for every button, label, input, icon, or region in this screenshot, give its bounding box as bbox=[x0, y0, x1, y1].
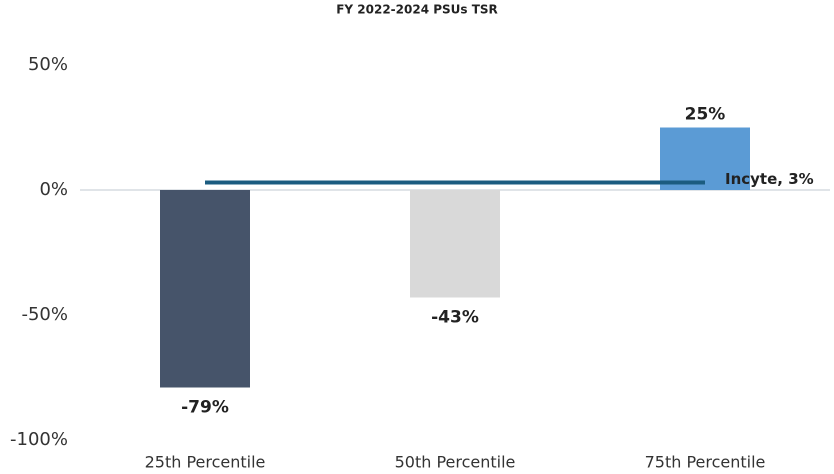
bar bbox=[410, 190, 500, 298]
data-label: -43% bbox=[431, 308, 479, 328]
y-tick-label: -100% bbox=[10, 429, 68, 450]
reference-label: Incyte, 3% bbox=[725, 170, 814, 188]
y-tick-label: 0% bbox=[39, 179, 68, 200]
y-tick-label: 50% bbox=[28, 54, 68, 75]
y-tick-label: -50% bbox=[21, 304, 68, 325]
bar bbox=[160, 190, 250, 388]
data-label: -79% bbox=[181, 398, 229, 418]
x-tick-label: 75th Percentile bbox=[645, 453, 766, 472]
x-tick-label: 50th Percentile bbox=[395, 453, 516, 472]
chart-title: FY 2022-2024 PSUs TSR bbox=[336, 3, 498, 17]
x-tick-label: 25th Percentile bbox=[145, 453, 266, 472]
data-label: 25% bbox=[685, 105, 726, 125]
bar bbox=[660, 127, 750, 190]
